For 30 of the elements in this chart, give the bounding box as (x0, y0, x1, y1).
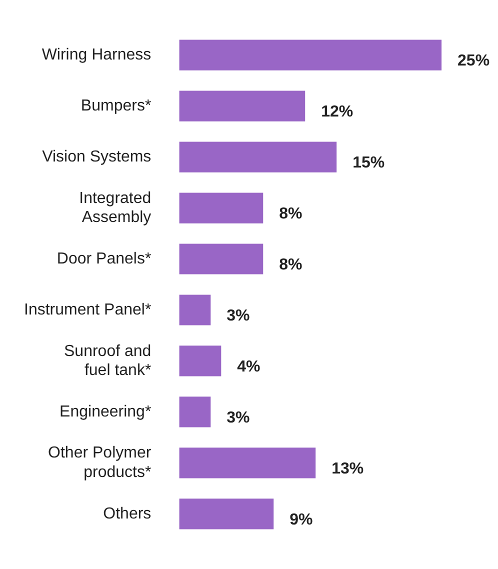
data-label: 9% (290, 511, 313, 528)
y-tick-label: Vision Systems (42, 148, 152, 166)
data-label: 8% (279, 256, 302, 274)
bar (179, 448, 316, 478)
data-label: 12% (321, 103, 354, 120)
bar (179, 90, 306, 122)
data-label: 3% (226, 307, 250, 324)
y-tick-label: Instrument Panel* (24, 301, 152, 318)
y-tick-label: Wiring Harness (42, 46, 152, 64)
y-tick-label: Others (103, 505, 152, 522)
y-tick-label: Integrated Assembly (79, 190, 152, 226)
y-tick-label: Sunroof and fuel tank* (64, 342, 152, 379)
data-label: 15% (352, 154, 385, 172)
data-label: 4% (237, 358, 260, 376)
bar (179, 244, 264, 274)
data-label: 8% (279, 205, 302, 222)
bar (179, 396, 211, 428)
bar (179, 498, 274, 530)
y-tick-label: Engineering* (60, 403, 152, 420)
data-label: 3% (226, 409, 250, 426)
data-label: 25% (458, 52, 490, 70)
y-tick-label: Door Panels* (56, 250, 152, 268)
y-tick-label: Bumpers* (80, 97, 152, 114)
y-tick-label: Other Polymer products* (48, 444, 152, 481)
bar (179, 192, 264, 224)
data-label: 13% (332, 460, 364, 478)
bar (179, 142, 337, 172)
bar (179, 294, 211, 326)
bar (179, 346, 222, 376)
bar (179, 40, 442, 70)
